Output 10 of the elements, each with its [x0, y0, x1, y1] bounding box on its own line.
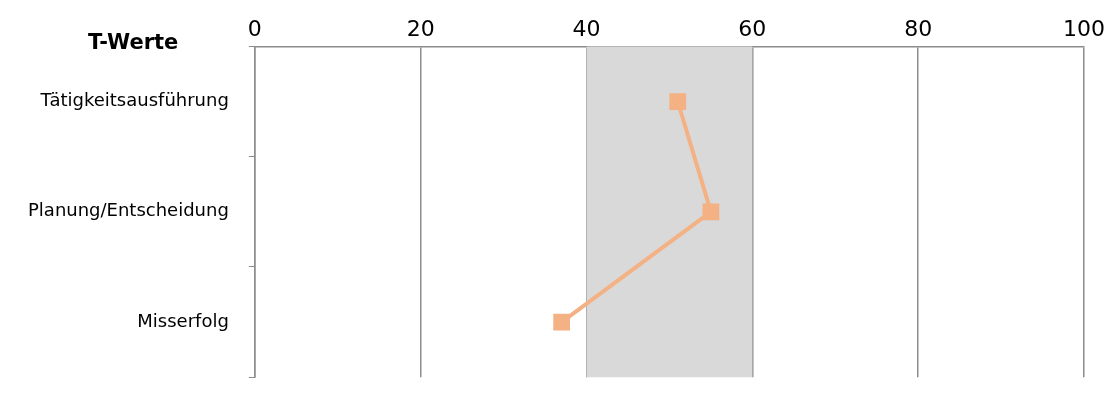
x-tick-label: 40 [572, 15, 601, 41]
x-tick-label: 60 [738, 15, 767, 41]
x-tick-label: 100 [1063, 15, 1105, 41]
y-tick-label: Planung/Entscheidung [27, 199, 229, 221]
x-tick-label: 20 [406, 15, 435, 41]
x-tick-label: 80 [904, 15, 933, 41]
y-tick-label: Tätigkeitsausführung [39, 89, 229, 111]
x-tick-label: 0 [247, 15, 262, 41]
chart-title: T-Werte [88, 30, 179, 54]
y-tick-label: Misserfolg [137, 309, 229, 331]
